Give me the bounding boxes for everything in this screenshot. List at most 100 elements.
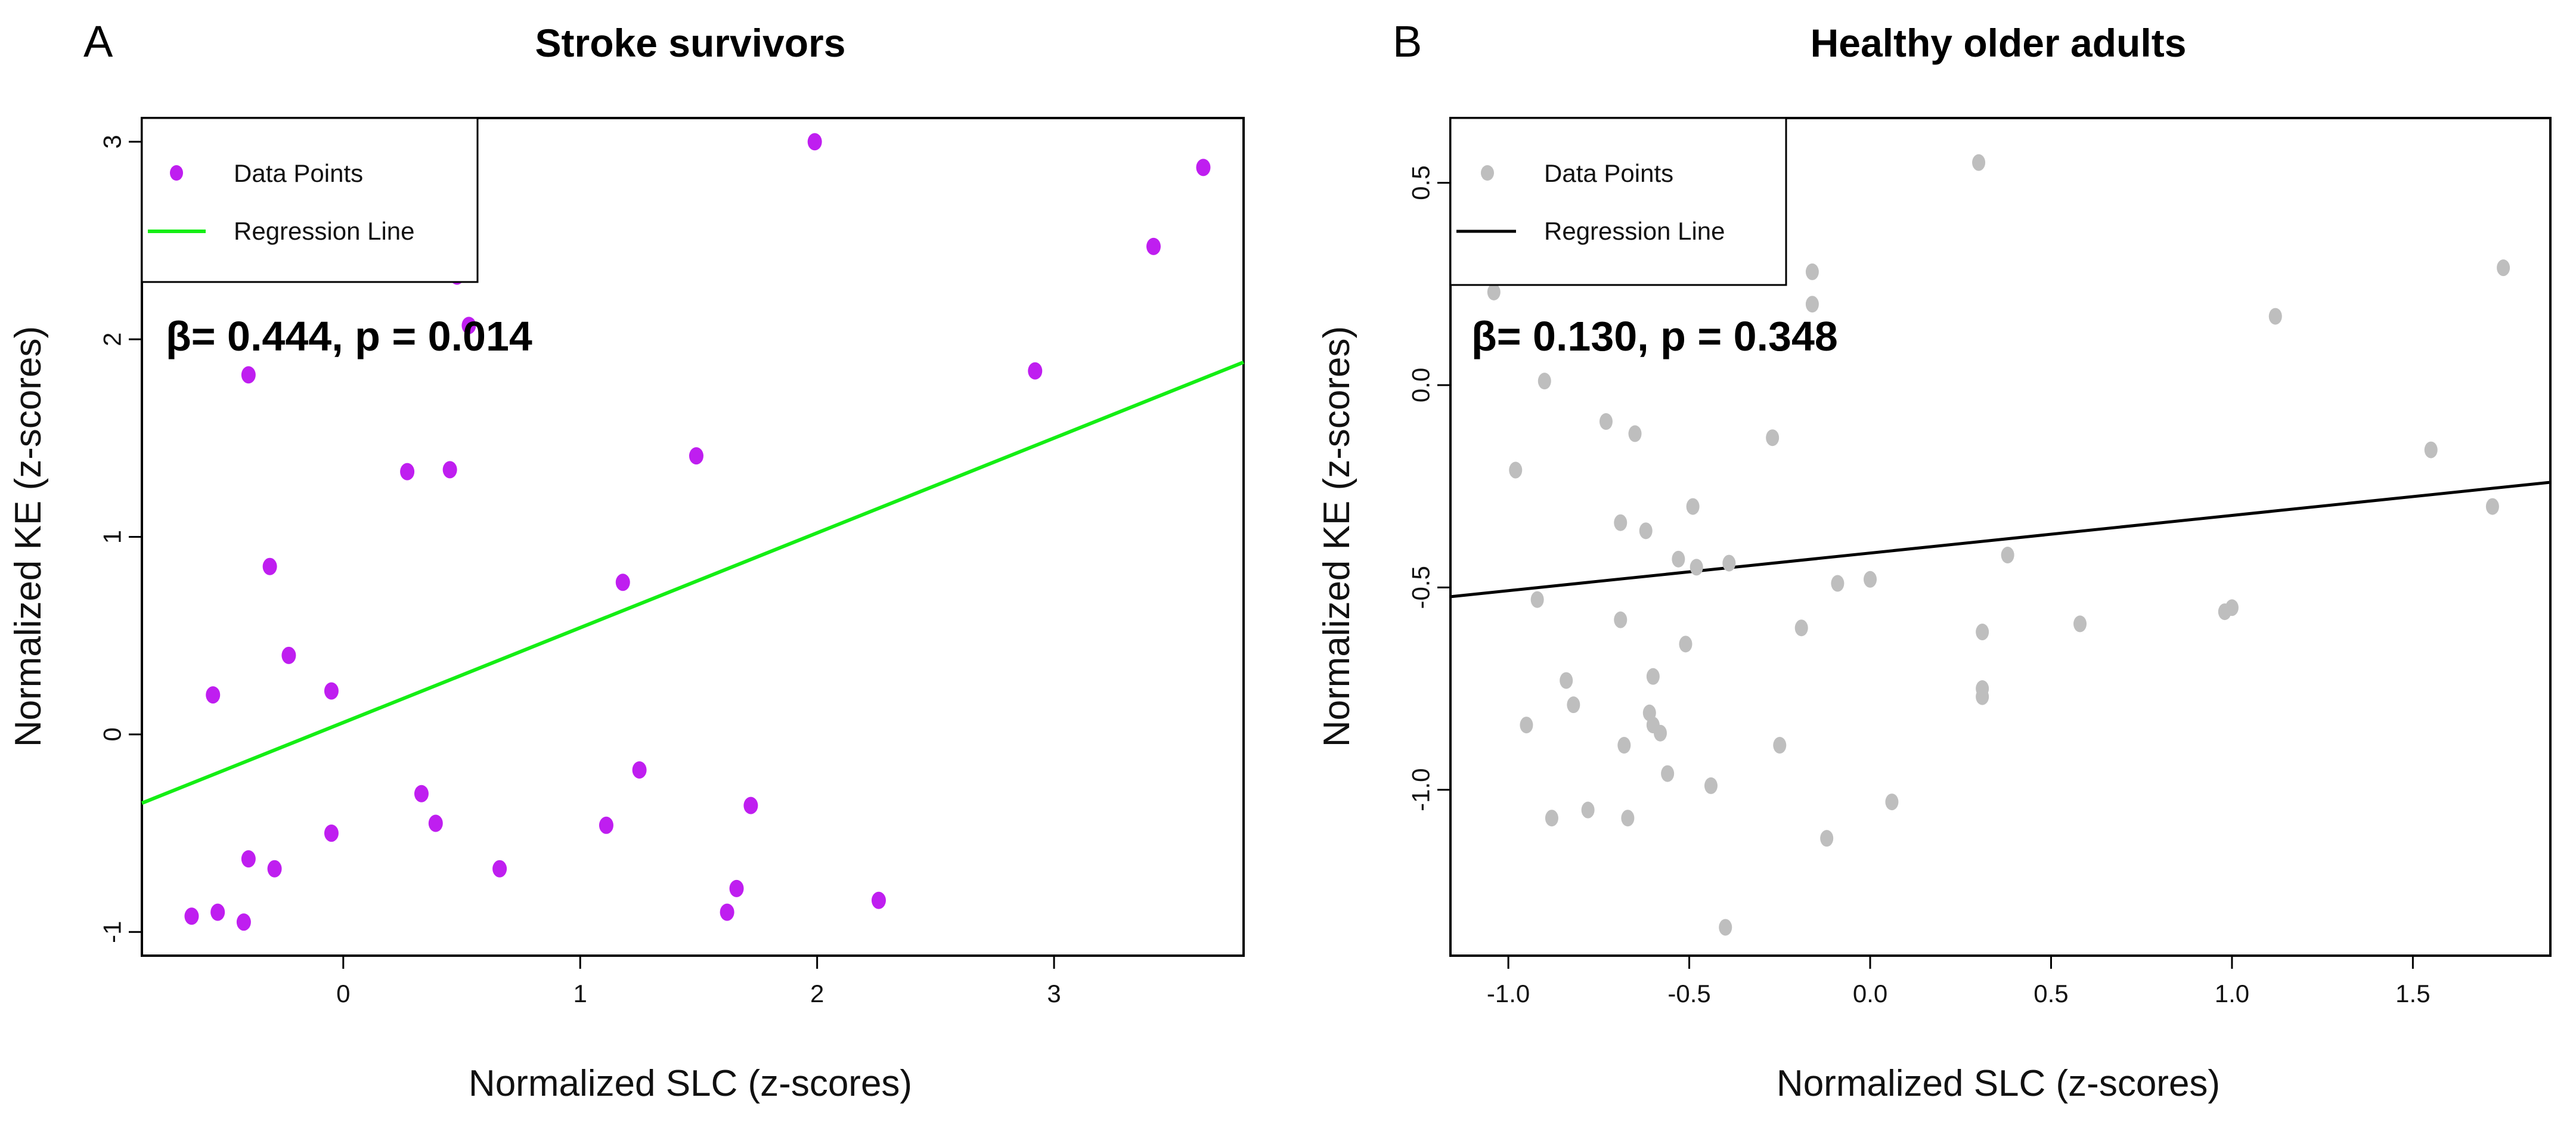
data-point <box>632 761 647 779</box>
x-tick-label: 0 <box>336 980 350 1008</box>
data-point <box>461 317 476 334</box>
data-point <box>1672 550 1685 568</box>
data-point <box>236 913 251 931</box>
data-point <box>2424 441 2438 458</box>
x-tick-label: -1.0 <box>1487 980 1530 1008</box>
data-point <box>492 860 507 878</box>
data-point <box>1722 554 1736 572</box>
x-tick-label: 0.0 <box>1853 980 1887 1008</box>
panel-b-letter: B <box>1393 17 1422 66</box>
panel-a-stat-annotation: β= 0.444, p = 0.014 <box>166 313 532 359</box>
data-point <box>324 682 339 700</box>
data-point <box>871 891 886 909</box>
data-point <box>720 903 734 921</box>
data-point <box>281 646 296 664</box>
data-point <box>1614 611 1628 628</box>
data-point <box>729 879 744 897</box>
data-point <box>1545 810 1558 827</box>
data-point <box>1661 765 1675 782</box>
x-tick-label: -0.5 <box>1667 980 1710 1008</box>
panel-a-x-axis: 0 1 2 3 <box>336 956 1061 1008</box>
data-point <box>1196 159 1211 176</box>
data-point <box>1679 636 1692 653</box>
data-point <box>743 796 758 814</box>
data-point <box>615 574 630 591</box>
y-tick-label: -0.5 <box>1407 566 1435 609</box>
panel-b-y-axis-label: Normalized KE (z-scores) <box>1316 326 1357 747</box>
data-point <box>428 814 443 832</box>
panel-a-legend-box <box>141 117 479 283</box>
data-point <box>267 860 282 878</box>
y-tick-label: 0.0 <box>1407 368 1435 402</box>
panel-b-legend-points-label: Data Points <box>1544 159 1673 187</box>
data-point <box>1487 283 1501 300</box>
panel-a-y-axis: -1 0 1 2 3 <box>98 135 142 943</box>
data-point <box>1805 296 1819 313</box>
data-point <box>2485 498 2499 515</box>
panel-b-title: Healthy older adults <box>1811 21 2187 65</box>
data-point <box>400 463 415 481</box>
data-point <box>1654 724 1667 742</box>
data-point <box>1976 624 1989 641</box>
panel-a-title: Stroke survivors <box>535 21 846 65</box>
data-point <box>1690 559 1703 576</box>
y-tick-label: -1 <box>98 921 126 943</box>
data-point <box>1628 425 1642 442</box>
data-point <box>1972 154 1986 171</box>
panel-a: A Stroke survivors 0 1 2 3 -1 0 1 2 3 Data Poin… <box>8 17 1245 1104</box>
x-tick-label: 1.0 <box>2215 980 2249 1008</box>
panel-b-y-axis: -1.0 -0.5 0.0 0.5 <box>1407 165 1450 811</box>
panel-b-x-axis-label: Normalized SLC (z-scores) <box>1777 1063 2220 1104</box>
data-point <box>2497 259 2510 277</box>
panel-b-legend-line-label: Regression Line <box>1544 217 1725 245</box>
data-point <box>241 850 256 868</box>
x-tick-label: 1.5 <box>2395 980 2430 1008</box>
panel-b-points-layer <box>1487 154 2510 936</box>
data-point <box>1646 668 1660 685</box>
data-point <box>414 785 429 802</box>
panel-b-x-axis: -1.0 -0.5 0.0 0.5 1.0 1.5 <box>1487 956 2431 1008</box>
panel-a-x-axis-label: Normalized SLC (z-scores) <box>469 1063 912 1104</box>
data-point <box>1614 514 1628 531</box>
data-point <box>184 907 199 925</box>
y-tick-label: 0 <box>98 727 126 741</box>
data-point <box>1560 672 1573 689</box>
data-point <box>1805 263 1819 280</box>
panel-b-stat-annotation: β= 0.130, p = 0.348 <box>1471 313 1838 359</box>
panel-b-legend-box <box>1449 117 1787 286</box>
data-point <box>2225 599 2239 616</box>
x-tick-label: 2 <box>810 980 824 1008</box>
data-point <box>2268 308 2282 325</box>
data-point <box>1567 696 1580 714</box>
x-tick-label: 0.5 <box>2033 980 2068 1008</box>
data-point <box>324 825 339 842</box>
panel-a-legend: Data Points Regression Line <box>141 117 479 283</box>
panel-a-points-layer <box>184 133 1211 931</box>
panel-a-y-axis-label: Normalized KE (z-scores) <box>8 326 49 747</box>
panel-a-legend-point-marker <box>170 165 183 181</box>
regression-line <box>1450 481 2551 599</box>
data-point <box>1530 591 1544 608</box>
data-point <box>1509 461 1523 479</box>
data-point <box>599 816 613 834</box>
data-point <box>2001 547 2014 564</box>
panel-b: B Healthy older adults -1.0 -0.5 0.0 0.5 1.0… <box>1316 17 2552 1104</box>
regression-line <box>141 360 1245 805</box>
data-point <box>241 366 256 384</box>
data-point <box>1639 522 1653 540</box>
data-point <box>1617 737 1631 754</box>
data-point <box>206 686 221 704</box>
x-tick-label: 3 <box>1047 980 1061 1008</box>
data-point <box>1704 777 1718 794</box>
data-point <box>1766 429 1780 447</box>
data-point <box>1028 362 1043 380</box>
panel-a-legend-points-label: Data Points <box>234 159 363 187</box>
data-point <box>1976 688 1989 705</box>
panel-a-legend-line-label: Regression Line <box>234 217 415 245</box>
panel-b-legend-point-marker <box>1481 165 1494 181</box>
data-point <box>2073 615 2087 633</box>
y-tick-label: 1 <box>98 530 126 544</box>
y-tick-label: 0.5 <box>1407 165 1435 200</box>
data-point <box>1820 830 1834 847</box>
